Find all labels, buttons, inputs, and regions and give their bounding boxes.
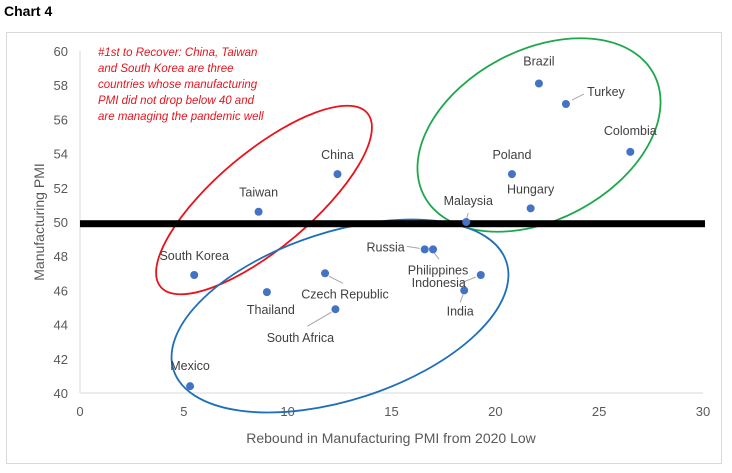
y-tick-label: 60 (54, 44, 68, 59)
y-tick-label: 54 (54, 147, 68, 162)
pmi-50-line (80, 220, 705, 228)
x-tick-label: 5 (180, 404, 187, 419)
leader-line-india (459, 294, 464, 303)
chart-label: Chart 4 (4, 3, 53, 19)
label-taiwan: Taiwan (239, 186, 278, 200)
label-turkey: Turkey (587, 85, 625, 99)
y-tick-label: 48 (54, 249, 68, 264)
y-tick-label: 56 (54, 112, 68, 127)
point-brazil (534, 79, 543, 88)
annotation-line: and South Korea are three (98, 63, 234, 75)
point-czech-republic (321, 269, 330, 278)
label-south-korea: South Korea (159, 249, 229, 263)
chart-frame (6, 32, 722, 464)
y-tick-label: 46 (54, 283, 68, 298)
label-hungary: Hungary (507, 182, 555, 196)
point-mexico (186, 382, 195, 391)
label-south-africa: South Africa (267, 331, 334, 345)
annotation-line: #1st to Recover: China, Taiwan (98, 47, 257, 59)
leader-line-indonesia (460, 276, 476, 284)
point-russia (420, 245, 429, 254)
point-china (333, 170, 342, 179)
leader-line-czech-republic (328, 275, 344, 284)
point-hungary (526, 204, 535, 213)
point-philippines (429, 245, 438, 254)
point-thailand (262, 288, 271, 297)
x-tick-label: 25 (592, 404, 606, 419)
y-tick-label: 42 (54, 352, 68, 367)
x-tick-label: 30 (696, 404, 710, 419)
point-south-africa (331, 305, 340, 314)
label-philippines: Philippines (408, 263, 468, 277)
point-colombia (626, 147, 635, 156)
y-axis-title: Manufacturing PMI (31, 163, 47, 281)
label-czech-republic: Czech Republic (301, 287, 389, 301)
label-indonesia: Indonesia (412, 276, 466, 290)
y-tick-label: 50 (54, 215, 68, 230)
point-malaysia (462, 218, 471, 226)
ellipse-high-rebound (416, 37, 662, 233)
label-mexico: Mexico (170, 359, 210, 373)
point-turkey (561, 100, 570, 109)
label-india: India (447, 304, 474, 318)
x-tick-label: 15 (384, 404, 398, 419)
annotation-line: countries whose manufacturing (98, 79, 258, 91)
y-tick-label: 58 (54, 78, 68, 93)
leader-line-turkey (571, 93, 585, 101)
point-poland (507, 170, 516, 179)
label-poland: Poland (492, 148, 531, 162)
x-tick-label: 20 (488, 404, 502, 419)
ellipse-recovered (155, 104, 373, 296)
y-tick-label: 52 (54, 181, 68, 196)
label-russia: Russia (367, 240, 405, 254)
label-brazil: Brazil (523, 54, 554, 68)
ellipse-below-50 (170, 218, 510, 414)
point-south-korea (190, 271, 199, 280)
point-india (460, 286, 469, 295)
x-axis-title: Rebound in Manufacturing PMI from 2020 L… (246, 430, 536, 446)
leader-line-russia (406, 245, 420, 249)
annotation-line: PMI did not drop below 40 and (98, 95, 255, 107)
label-colombia: Colombia (604, 124, 657, 138)
point-indonesia (476, 271, 485, 280)
y-tick-label: 44 (54, 318, 68, 333)
annotation-line: are managing the pandemic well (98, 111, 264, 123)
label-china: China (321, 148, 354, 162)
label-thailand: Thailand (247, 303, 295, 317)
leader-line-south-africa (307, 311, 332, 327)
x-tick-label: 0 (76, 404, 83, 419)
label-malaysia: Malaysia (444, 194, 493, 208)
y-tick-label: 40 (54, 386, 68, 401)
point-taiwan (254, 207, 263, 216)
